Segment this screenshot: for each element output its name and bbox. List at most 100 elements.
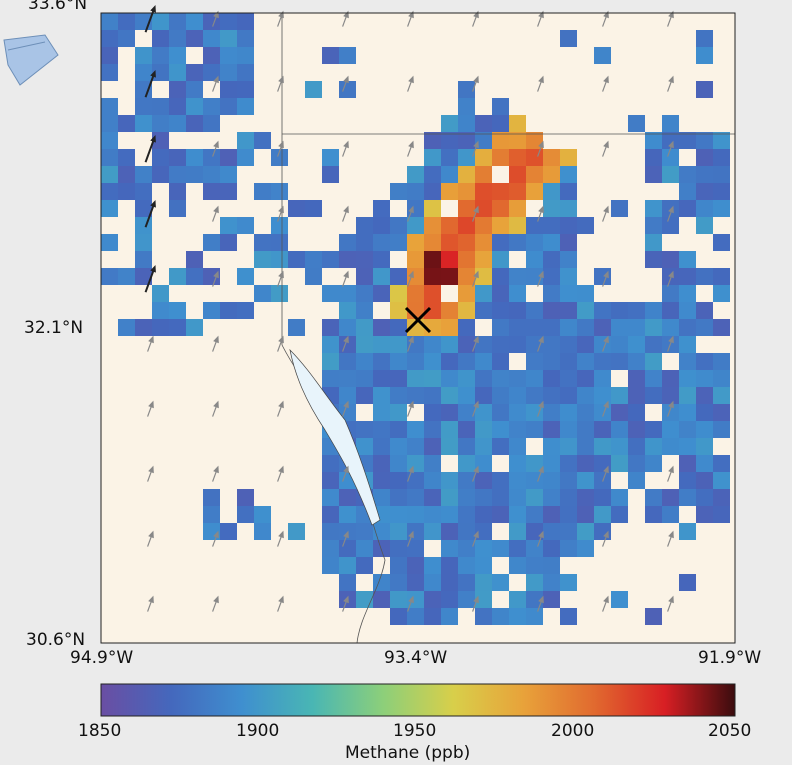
- methane-cell: [696, 438, 713, 455]
- methane-cell: [424, 149, 441, 166]
- methane-cell: [696, 81, 713, 98]
- methane-cell: [492, 404, 509, 421]
- methane-cell: [526, 166, 543, 183]
- methane-cell: [186, 81, 203, 98]
- methane-cell: [135, 166, 152, 183]
- methane-cell: [696, 183, 713, 200]
- methane-cell: [509, 523, 526, 540]
- methane-cell: [492, 200, 509, 217]
- methane-cell: [237, 506, 254, 523]
- methane-cell: [594, 302, 611, 319]
- methane-cell: [441, 251, 458, 268]
- methane-cell: [543, 353, 560, 370]
- methane-cell: [424, 506, 441, 523]
- methane-cell: [679, 370, 696, 387]
- methane-cell: [458, 98, 475, 115]
- methane-cell: [526, 506, 543, 523]
- methane-cell: [220, 30, 237, 47]
- methane-cell: [509, 404, 526, 421]
- methane-cell: [271, 285, 288, 302]
- methane-cell: [322, 149, 339, 166]
- methane-cell: [322, 166, 339, 183]
- methane-cell: [441, 557, 458, 574]
- methane-cell: [696, 302, 713, 319]
- methane-cell: [526, 149, 543, 166]
- methane-cell: [560, 319, 577, 336]
- methane-cell: [594, 438, 611, 455]
- methane-cell: [135, 115, 152, 132]
- methane-cell: [594, 353, 611, 370]
- lat-label-bottom: 30.6°N: [26, 630, 85, 650]
- methane-cell: [101, 200, 118, 217]
- methane-cell: [645, 455, 662, 472]
- methane-cell: [458, 557, 475, 574]
- methane-cell: [543, 506, 560, 523]
- methane-cell: [645, 353, 662, 370]
- methane-cell: [543, 421, 560, 438]
- methane-cell: [577, 217, 594, 234]
- methane-cell: [645, 421, 662, 438]
- methane-cell: [458, 285, 475, 302]
- methane-cell: [152, 47, 169, 64]
- methane-cell: [339, 234, 356, 251]
- methane-cell: [713, 370, 730, 387]
- methane-cell: [390, 540, 407, 557]
- methane-cell: [305, 251, 322, 268]
- methane-cell: [424, 200, 441, 217]
- methane-cell: [220, 166, 237, 183]
- methane-cell: [220, 217, 237, 234]
- methane-cell: [186, 64, 203, 81]
- methane-cell: [543, 200, 560, 217]
- methane-cell: [322, 455, 339, 472]
- methane-cell: [237, 132, 254, 149]
- methane-cell: [441, 302, 458, 319]
- methane-cell: [152, 302, 169, 319]
- methane-cell: [101, 98, 118, 115]
- methane-cell: [696, 353, 713, 370]
- methane-cell: [441, 404, 458, 421]
- methane-cell: [339, 302, 356, 319]
- methane-cell: [662, 217, 679, 234]
- methane-cell: [696, 421, 713, 438]
- methane-cell: [152, 98, 169, 115]
- methane-cell: [543, 285, 560, 302]
- methane-cell: [526, 183, 543, 200]
- methane-cell: [339, 81, 356, 98]
- methane-cell: [509, 149, 526, 166]
- methane-cell: [611, 506, 628, 523]
- methane-cell: [186, 251, 203, 268]
- methane-cell: [543, 251, 560, 268]
- methane-cell: [441, 387, 458, 404]
- methane-cell: [373, 200, 390, 217]
- methane-cell: [662, 285, 679, 302]
- methane-cell: [679, 455, 696, 472]
- methane-cell: [390, 319, 407, 336]
- methane-cell: [560, 370, 577, 387]
- methane-cell: [509, 132, 526, 149]
- methane-cell: [424, 370, 441, 387]
- methane-cell: [543, 591, 560, 608]
- methane-cell: [713, 200, 730, 217]
- methane-cell: [492, 438, 509, 455]
- methane-cell: [135, 251, 152, 268]
- methane-cell: [509, 489, 526, 506]
- methane-cell: [645, 234, 662, 251]
- methane-cell: [475, 387, 492, 404]
- methane-cell: [594, 370, 611, 387]
- methane-cell: [492, 251, 509, 268]
- methane-cell: [696, 455, 713, 472]
- methane-cell: [441, 591, 458, 608]
- methane-cell: [577, 540, 594, 557]
- methane-cell: [305, 200, 322, 217]
- methane-cell: [390, 608, 407, 625]
- methane-cell: [118, 115, 135, 132]
- methane-cell: [526, 319, 543, 336]
- methane-cell: [628, 472, 645, 489]
- methane-cell: [458, 200, 475, 217]
- methane-cell: [526, 251, 543, 268]
- methane-cell: [713, 234, 730, 251]
- methane-cell: [373, 574, 390, 591]
- methane-cell: [407, 166, 424, 183]
- methane-cell: [509, 506, 526, 523]
- methane-cell: [611, 438, 628, 455]
